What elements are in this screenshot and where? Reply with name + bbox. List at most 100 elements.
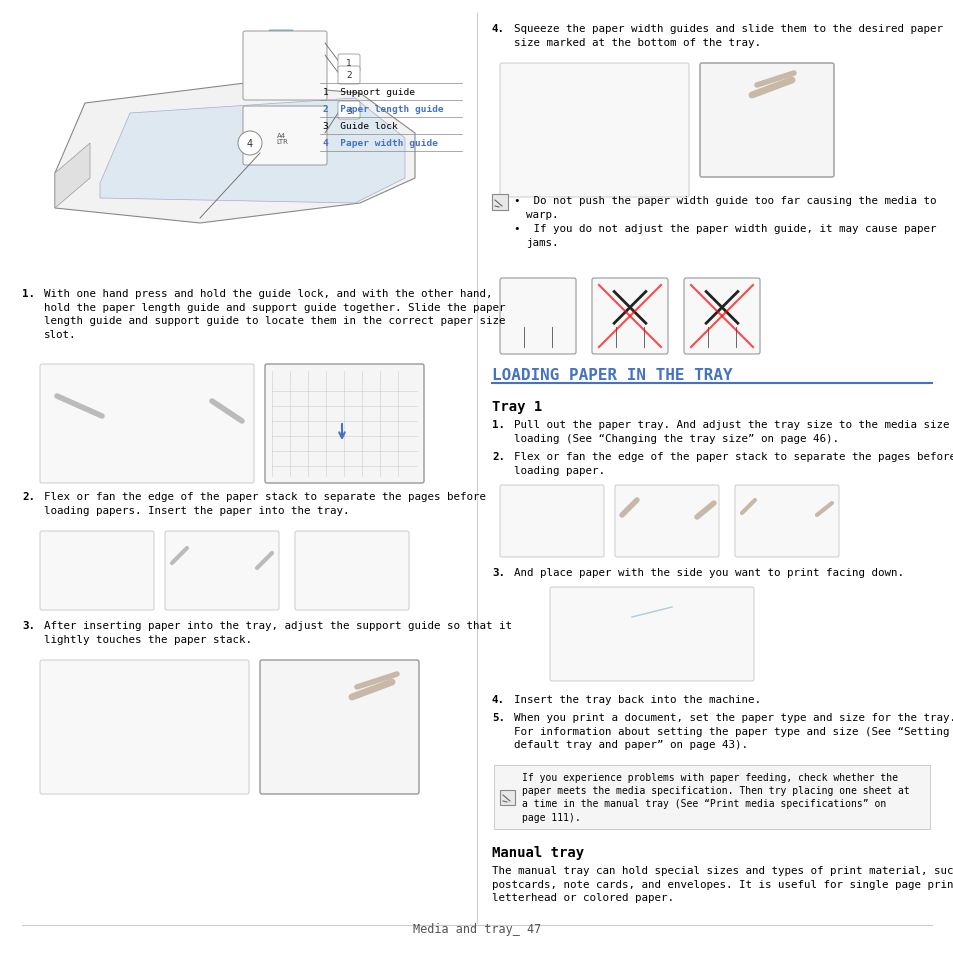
Polygon shape (52, 396, 242, 467)
FancyBboxPatch shape (592, 278, 667, 355)
Text: 2: 2 (346, 71, 352, 80)
Text: 3.: 3. (22, 620, 35, 630)
FancyBboxPatch shape (494, 765, 929, 829)
FancyBboxPatch shape (499, 485, 603, 558)
Polygon shape (100, 99, 405, 204)
FancyBboxPatch shape (269, 30, 293, 45)
Text: 4: 4 (247, 139, 253, 149)
FancyBboxPatch shape (131, 400, 163, 428)
FancyBboxPatch shape (40, 532, 153, 610)
FancyBboxPatch shape (492, 194, 507, 211)
Polygon shape (526, 507, 577, 536)
FancyBboxPatch shape (683, 278, 760, 355)
FancyBboxPatch shape (499, 790, 515, 805)
Polygon shape (312, 557, 392, 580)
Polygon shape (690, 328, 752, 348)
Polygon shape (302, 554, 401, 594)
FancyBboxPatch shape (260, 660, 418, 794)
Polygon shape (526, 106, 666, 161)
FancyBboxPatch shape (337, 67, 359, 85)
Text: 1  Support guide: 1 Support guide (323, 88, 415, 97)
Text: jams.: jams. (525, 237, 558, 248)
Text: 1.: 1. (492, 419, 504, 430)
FancyBboxPatch shape (265, 365, 423, 483)
Text: •  If you do not adjust the paper width guide, it may cause paper: • If you do not adjust the paper width g… (514, 224, 936, 233)
Polygon shape (598, 328, 660, 348)
Text: 4  Paper width guide: 4 Paper width guide (323, 139, 437, 148)
Text: 2  Paper length guide: 2 Paper length guide (323, 105, 443, 113)
Text: 3: 3 (346, 107, 352, 115)
FancyBboxPatch shape (243, 32, 327, 101)
Text: 4.: 4. (492, 24, 504, 34)
FancyBboxPatch shape (716, 90, 747, 152)
Text: LOADING PAPER IN THE TRAY: LOADING PAPER IN THE TRAY (492, 368, 732, 382)
Text: Flex or fan the edge of the paper stack to separate the pages before
loading pap: Flex or fan the edge of the paper stack … (514, 452, 953, 476)
Text: Pull out the paper tray. And adjust the tray size to the media size you are
load: Pull out the paper tray. And adjust the … (514, 419, 953, 443)
Polygon shape (57, 548, 117, 588)
FancyBboxPatch shape (294, 532, 409, 610)
FancyBboxPatch shape (499, 64, 688, 198)
FancyBboxPatch shape (337, 55, 359, 73)
Text: A4
LTR: A4 LTR (275, 132, 288, 146)
FancyBboxPatch shape (243, 107, 327, 166)
FancyBboxPatch shape (710, 90, 821, 162)
Text: Manual tray: Manual tray (492, 845, 583, 859)
Polygon shape (751, 503, 818, 532)
Polygon shape (62, 704, 236, 754)
Polygon shape (55, 144, 90, 209)
Text: 3.: 3. (492, 567, 504, 578)
Text: If you experience problems with paper feeding, check whether the
paper meets the: If you experience problems with paper fe… (521, 772, 909, 821)
Text: 2.: 2. (492, 452, 504, 461)
FancyBboxPatch shape (657, 116, 664, 161)
Text: 3  Guide lock: 3 Guide lock (323, 122, 397, 131)
Text: warp.: warp. (525, 210, 558, 220)
FancyBboxPatch shape (281, 697, 393, 768)
Text: When you print a document, set the paper type and size for the tray.
For informa: When you print a document, set the paper… (514, 712, 953, 749)
FancyBboxPatch shape (523, 116, 532, 161)
Text: With one hand press and hold the guide lock, and with the other hand,
hold the p: With one hand press and hold the guide l… (44, 289, 505, 339)
Circle shape (237, 132, 262, 156)
Polygon shape (572, 615, 731, 654)
FancyBboxPatch shape (550, 587, 753, 681)
Text: 1: 1 (346, 59, 352, 69)
Polygon shape (506, 328, 568, 348)
Polygon shape (63, 555, 123, 595)
Polygon shape (66, 558, 126, 598)
Polygon shape (60, 552, 120, 592)
FancyBboxPatch shape (320, 391, 363, 442)
FancyBboxPatch shape (615, 485, 719, 558)
Polygon shape (512, 81, 677, 178)
FancyBboxPatch shape (337, 102, 359, 120)
FancyBboxPatch shape (700, 64, 833, 178)
Polygon shape (557, 601, 745, 667)
Polygon shape (506, 497, 597, 543)
Polygon shape (532, 511, 581, 538)
FancyBboxPatch shape (258, 40, 303, 70)
Text: Insert the tray back into the machine.: Insert the tray back into the machine. (514, 695, 760, 704)
Text: 1.: 1. (22, 289, 35, 298)
FancyBboxPatch shape (264, 125, 301, 154)
Text: 4.: 4. (492, 695, 504, 704)
Polygon shape (741, 497, 832, 543)
FancyBboxPatch shape (165, 532, 278, 610)
Text: After inserting paper into the tray, adjust the support guide so that it
lightly: After inserting paper into the tray, adj… (44, 620, 512, 644)
Polygon shape (626, 496, 708, 545)
Text: Media and tray_ 47: Media and tray_ 47 (413, 923, 540, 935)
Text: And place paper with the side you want to print facing down.: And place paper with the side you want t… (514, 567, 903, 578)
Polygon shape (537, 514, 586, 541)
FancyBboxPatch shape (272, 150, 292, 162)
Text: Tray 1: Tray 1 (492, 399, 541, 414)
FancyBboxPatch shape (499, 278, 576, 355)
FancyBboxPatch shape (320, 701, 368, 739)
FancyBboxPatch shape (734, 485, 838, 558)
Polygon shape (52, 687, 242, 774)
Polygon shape (47, 543, 87, 578)
FancyBboxPatch shape (40, 365, 253, 483)
FancyBboxPatch shape (40, 660, 249, 794)
Polygon shape (55, 84, 415, 224)
Text: Squeeze the paper width guides and slide them to the desired paper
size marked a: Squeeze the paper width guides and slide… (514, 24, 942, 48)
Text: •  Do not push the paper width guide too far causing the media to: • Do not push the paper width guide too … (514, 195, 936, 206)
Text: 2.: 2. (22, 492, 35, 501)
Text: The manual tray can hold special sizes and types of print material, such as
post: The manual tray can hold special sizes a… (492, 865, 953, 902)
Text: Flex or fan the edge of the paper stack to separate the pages before
loading pap: Flex or fan the edge of the paper stack … (44, 492, 485, 515)
